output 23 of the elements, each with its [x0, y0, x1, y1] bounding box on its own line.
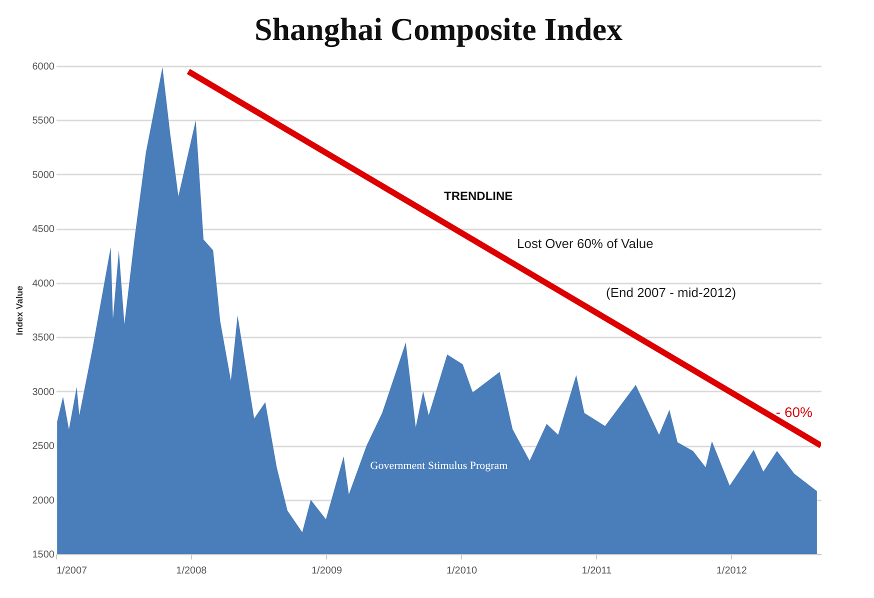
y-tick-label: 5500: [32, 116, 55, 127]
annotation: Government Stimulus Program: [370, 460, 508, 472]
x-tick-label: 1/2011: [582, 566, 612, 576]
y-tick-label: 4000: [32, 278, 55, 290]
y-tick-label: 5000: [32, 170, 55, 181]
y-tick-label: 2500: [32, 441, 55, 452]
y-tick-label: 3500: [32, 332, 55, 344]
y-tick-label: 6000: [32, 62, 55, 72]
annotation: - 60%: [776, 404, 812, 420]
annotation: TRENDLINE: [444, 189, 513, 203]
x-tick-label: 1/2012: [716, 566, 748, 576]
y-tick-label: 1500: [32, 550, 55, 560]
y-tick-label: 3000: [32, 386, 55, 398]
x-tick-label: 1/2009: [311, 566, 343, 576]
chart-title: Shanghai Composite Index: [254, 11, 623, 48]
annotation: Lost Over 60% of Value: [517, 236, 654, 251]
y-axis-title: Index Value: [14, 286, 24, 336]
y-tick-label: 4500: [32, 224, 55, 236]
x-tick-label: 1/2008: [176, 566, 208, 576]
x-tick-label: 1/2010: [446, 566, 478, 576]
annotation: (End 2007 - mid-2012): [606, 285, 736, 300]
x-tick-label: 1/2007: [56, 566, 88, 576]
y-tick-label: 2000: [32, 495, 55, 506]
